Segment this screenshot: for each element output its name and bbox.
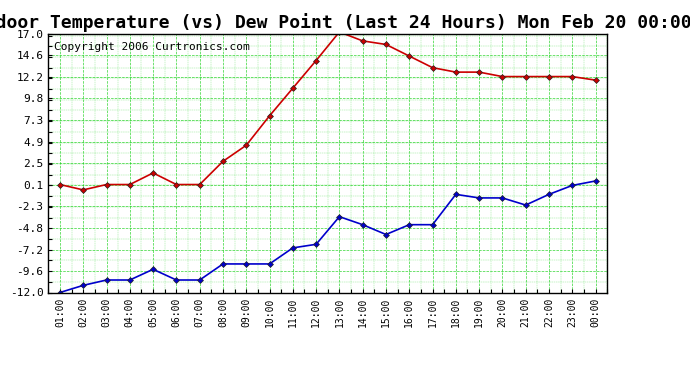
Title: Outdoor Temperature (vs) Dew Point (Last 24 Hours) Mon Feb 20 00:00: Outdoor Temperature (vs) Dew Point (Last… bbox=[0, 13, 690, 32]
Text: Copyright 2006 Curtronics.com: Copyright 2006 Curtronics.com bbox=[54, 42, 250, 51]
